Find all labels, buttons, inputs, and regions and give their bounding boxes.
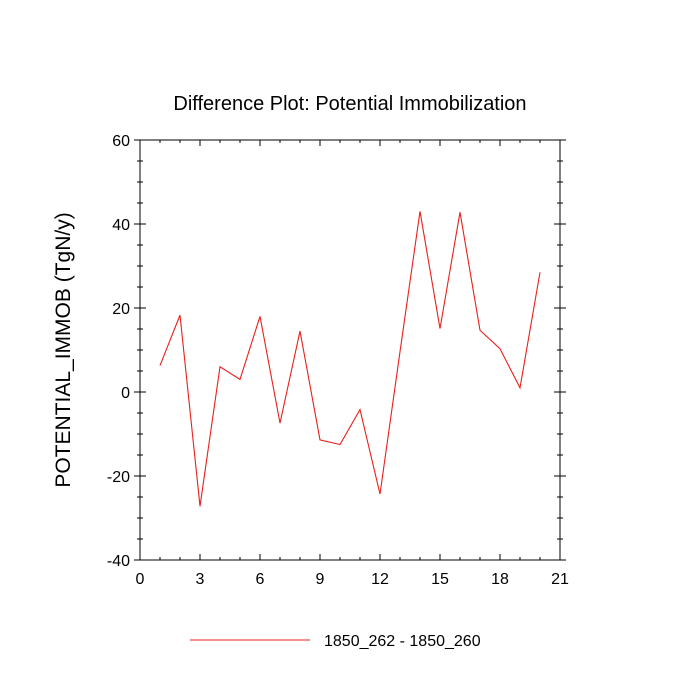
x-tick-label: 21	[551, 571, 569, 588]
y-tick-label: 20	[112, 301, 130, 318]
y-tick-label: -40	[107, 553, 130, 570]
y-tick-label: 60	[112, 133, 130, 150]
y-tick-label: 0	[121, 385, 130, 402]
x-tick-label: 0	[136, 571, 145, 588]
x-tick-label: 9	[316, 571, 325, 588]
series-layer	[159, 211, 541, 507]
axis-ticks: 0 3 6 9 12 15 18 21 -40 -20 0 20 40 60	[107, 133, 569, 588]
y-axis-label: POTENTIAL_IMMOB (TgN/y)	[52, 212, 75, 487]
x-tick-label: 6	[256, 571, 265, 588]
series-line	[159, 211, 541, 507]
y-tick-label: 40	[112, 217, 130, 234]
x-tick-label: 3	[196, 571, 205, 588]
legend: 1850_262 - 1850_260	[190, 633, 481, 650]
chart-title: Difference Plot: Potential Immobilizatio…	[173, 93, 526, 115]
x-tick-label: 15	[431, 571, 449, 588]
plot-frame	[139, 139, 561, 561]
y-tick-label: -20	[107, 469, 130, 486]
x-tick-label: 18	[491, 571, 509, 588]
legend-label: 1850_262 - 1850_260	[324, 633, 481, 650]
x-tick-label: 12	[371, 571, 389, 588]
